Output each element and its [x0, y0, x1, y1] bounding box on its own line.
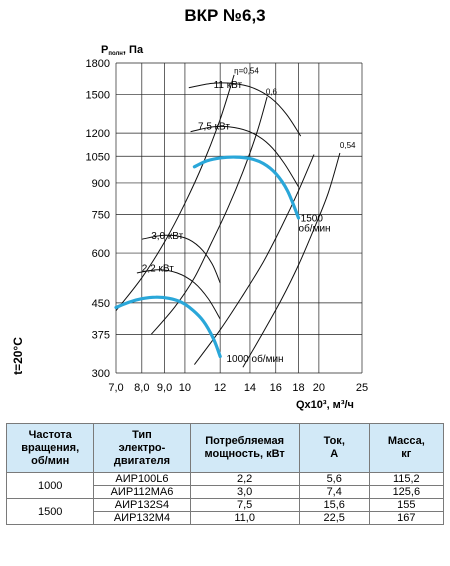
cell-mass: 115,2	[368, 472, 445, 486]
power-curve	[136, 269, 221, 320]
cell-mass: 167	[368, 511, 445, 525]
power-curve	[190, 125, 299, 188]
performance-curve	[192, 155, 301, 220]
cell-motor: АИР132М4	[93, 511, 191, 525]
cell-current: 15,6	[298, 498, 370, 512]
header-motor-type: Тип электро- двигателя	[93, 423, 191, 473]
x-tick-label: 25	[356, 382, 368, 394]
cell-speed: 1500	[5, 498, 95, 525]
y-tick-label: 375	[92, 329, 110, 341]
table-row: АИР132М4 11,0 22,5 167	[7, 511, 445, 525]
cell-current: 22,5	[298, 511, 370, 525]
efficiency-line	[115, 74, 235, 312]
cell-power: 2,2	[189, 472, 300, 486]
header-speed: Частота вращения, об/мин	[5, 423, 95, 473]
y-tick-label: 1050	[86, 151, 110, 163]
cell-mass: 125,6	[368, 485, 445, 499]
speed-label: 1500	[301, 214, 324, 225]
cell-speed: 1000	[5, 472, 95, 499]
efficiency-label: η=0,54	[234, 66, 259, 75]
y-tick-label: 1500	[86, 90, 110, 102]
table-row: 1000 АИР100L6 2,2 5,6 115,2	[5, 472, 445, 499]
fan-performance-chart: 300 375 450 600 750 900 1050 1200 1500 1800 7,0 8,0…	[11, 44, 368, 411]
efficiency-line	[242, 152, 341, 368]
performance-curve	[114, 295, 222, 359]
y-tick-label: 300	[92, 368, 110, 380]
x-tick-label: 14	[244, 382, 256, 394]
cell-motor: АИР100L6	[93, 472, 191, 486]
cell-power: 7,5	[189, 498, 300, 512]
cell-power: 11,0	[189, 511, 300, 525]
power-label: 3,0 кВт	[151, 231, 183, 242]
y-tick-label: 1800	[86, 58, 110, 70]
x-tick-label: 20	[313, 382, 325, 394]
cell-mass: 155	[368, 498, 445, 512]
cell-power: 3,0	[189, 485, 300, 499]
side-temperature-label: t=20°C	[11, 337, 25, 375]
efficiency-label: 0,54	[340, 141, 356, 150]
cell-motor: АИР112МА6	[93, 485, 191, 499]
y-tick-label: 1200	[86, 128, 110, 140]
y-tick-label: 900	[92, 178, 110, 190]
efficiency-line	[193, 154, 315, 365]
power-label: 2,2 кВт	[142, 263, 174, 274]
table-header-row: Частота вращения, об/мин Тип электро- дв…	[5, 423, 445, 473]
cell-motor: АИР132S4	[93, 498, 191, 512]
power-label: 11 кВт	[214, 80, 243, 91]
y-tick-label: 450	[92, 298, 110, 310]
cell-current: 5,6	[298, 472, 370, 486]
cell-current: 7,4	[298, 485, 370, 499]
x-tick-label: 10	[179, 382, 191, 394]
chart-title: ВКР №6,3	[184, 6, 266, 25]
power-label: 7,5 кВт	[198, 122, 230, 133]
y-tick-label: 750	[92, 209, 110, 221]
speed-label: 1000 об/мин	[226, 353, 283, 365]
x-tick-label: 18	[292, 382, 304, 394]
motor-spec-table: Частота вращения, об/мин Тип электро- дв…	[5, 423, 445, 525]
x-tick-label: 8,0	[134, 382, 149, 394]
header-power: Потребляемая мощность, кВт	[189, 423, 300, 473]
efficiency-line	[150, 96, 268, 335]
x-tick-label: 7,0	[108, 382, 123, 394]
x-tick-label: 9,0	[157, 382, 172, 394]
header-mass: Масса, кг	[368, 423, 445, 473]
header-current: Ток, А	[298, 423, 370, 473]
speed-label: об/мин	[299, 222, 331, 234]
power-curve	[188, 82, 302, 137]
x-axis-title: Qx10³, м³/ч	[296, 399, 354, 411]
efficiency-label: 0,6	[266, 88, 278, 97]
y-tick-label: 600	[92, 248, 110, 260]
y-axis-title: Pполн, Па	[101, 44, 144, 57]
x-tick-label: 16	[270, 382, 282, 394]
x-tick-label: 12	[214, 382, 226, 394]
table-row: 1500 АИР132S4 7,5 15,6 155	[5, 498, 445, 525]
power-curve	[141, 234, 221, 284]
